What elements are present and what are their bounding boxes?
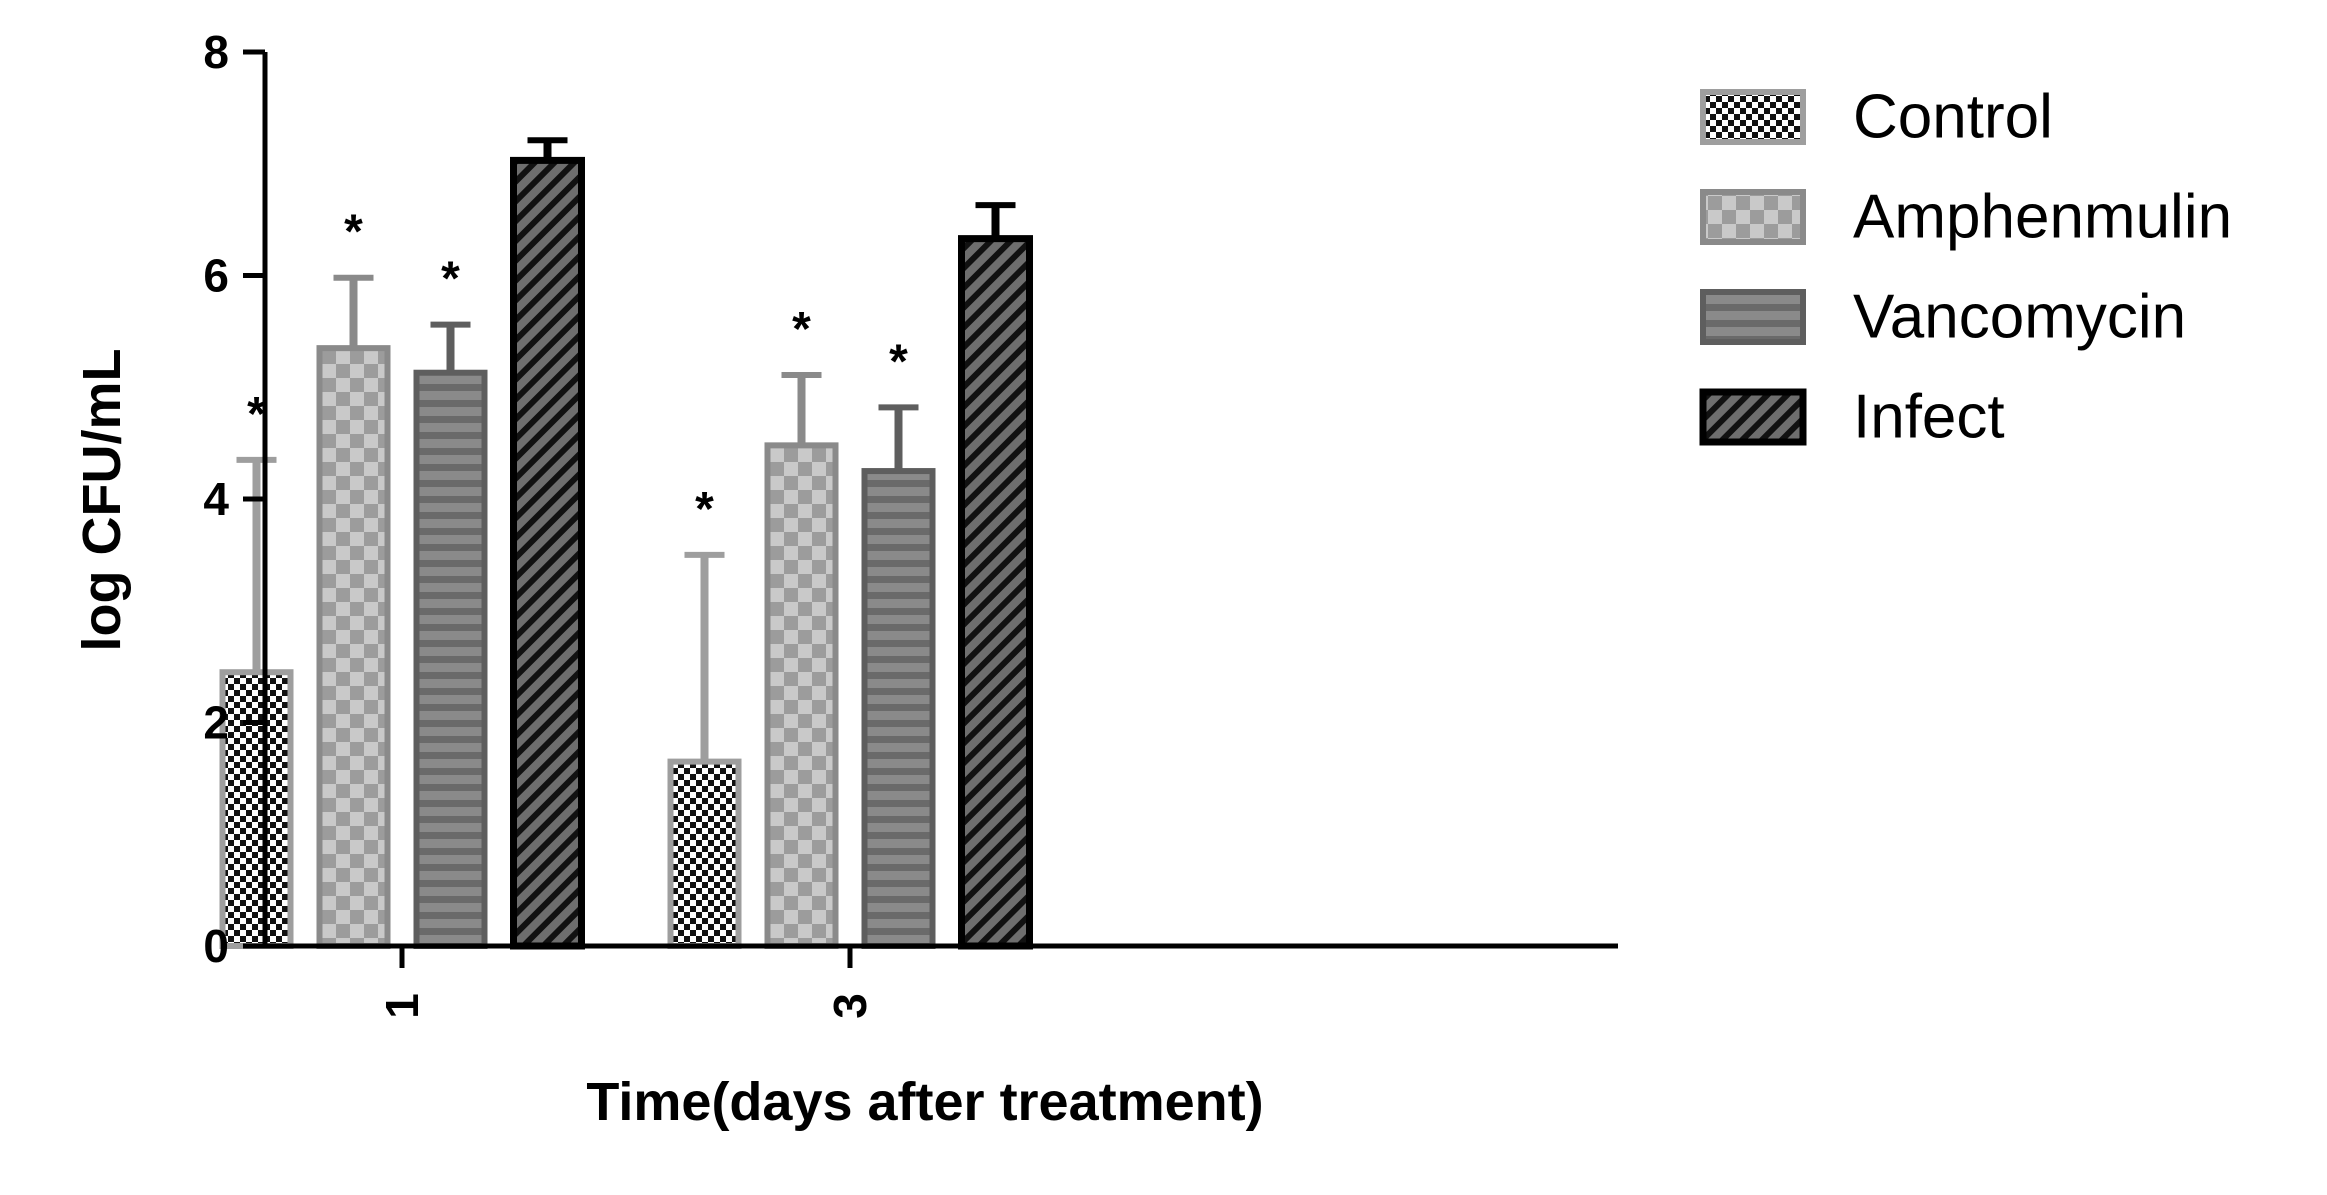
bar-amphenmulin-day-1: [316, 345, 391, 949]
x-tick-label: 1: [376, 993, 428, 1019]
legend: Control Amphenmulin Vancomycin Infect: [1699, 83, 2232, 452]
legend-swatch: [1700, 189, 1806, 245]
bar-vancomycin-day-3: [861, 468, 936, 949]
legend-label: Amphenmulin: [1853, 183, 2232, 252]
bar-vancomycin-day-1: [413, 369, 488, 950]
bar-control-day-1: [219, 669, 294, 950]
legend-swatch: [1700, 89, 1806, 145]
legend-label: Control: [1853, 83, 2053, 152]
x-axis-title: Time(days after treatment): [586, 1072, 1263, 1132]
y-ticks: 0 2 4 6 8: [203, 26, 265, 972]
y-tick-label: 0: [203, 920, 229, 972]
legend-label: Vancomycin: [1853, 283, 2186, 352]
bar-infect-day-3: [958, 235, 1033, 950]
y-tick-label: 4: [203, 473, 229, 525]
bar-infect-day-1: [510, 156, 585, 950]
significance-marker: *: [344, 206, 363, 259]
y-tick-label: 6: [203, 250, 229, 302]
legend-swatch: [1699, 388, 1807, 446]
y-axis-title: log CFU/mL: [72, 349, 132, 652]
significance-marker: *: [792, 303, 811, 356]
legend-label: Infect: [1853, 383, 2005, 452]
bar-amphenmulin-day-3: [764, 442, 839, 949]
significance-marker: *: [247, 388, 266, 441]
significance-marker: *: [889, 335, 908, 388]
legend-swatch: [1700, 289, 1806, 345]
significance-marker: *: [441, 253, 460, 306]
y-axis: 0 2 4 6 8 log CFU/mL: [72, 26, 268, 972]
significance-marker: *: [695, 483, 714, 536]
bar-control-day-3: [667, 758, 742, 949]
y-tick-label: 8: [203, 26, 229, 78]
y-tick-label: 2: [203, 697, 229, 749]
x-tick-label: 3: [824, 993, 876, 1019]
plot-area: * * * * * *: [219, 137, 1033, 950]
